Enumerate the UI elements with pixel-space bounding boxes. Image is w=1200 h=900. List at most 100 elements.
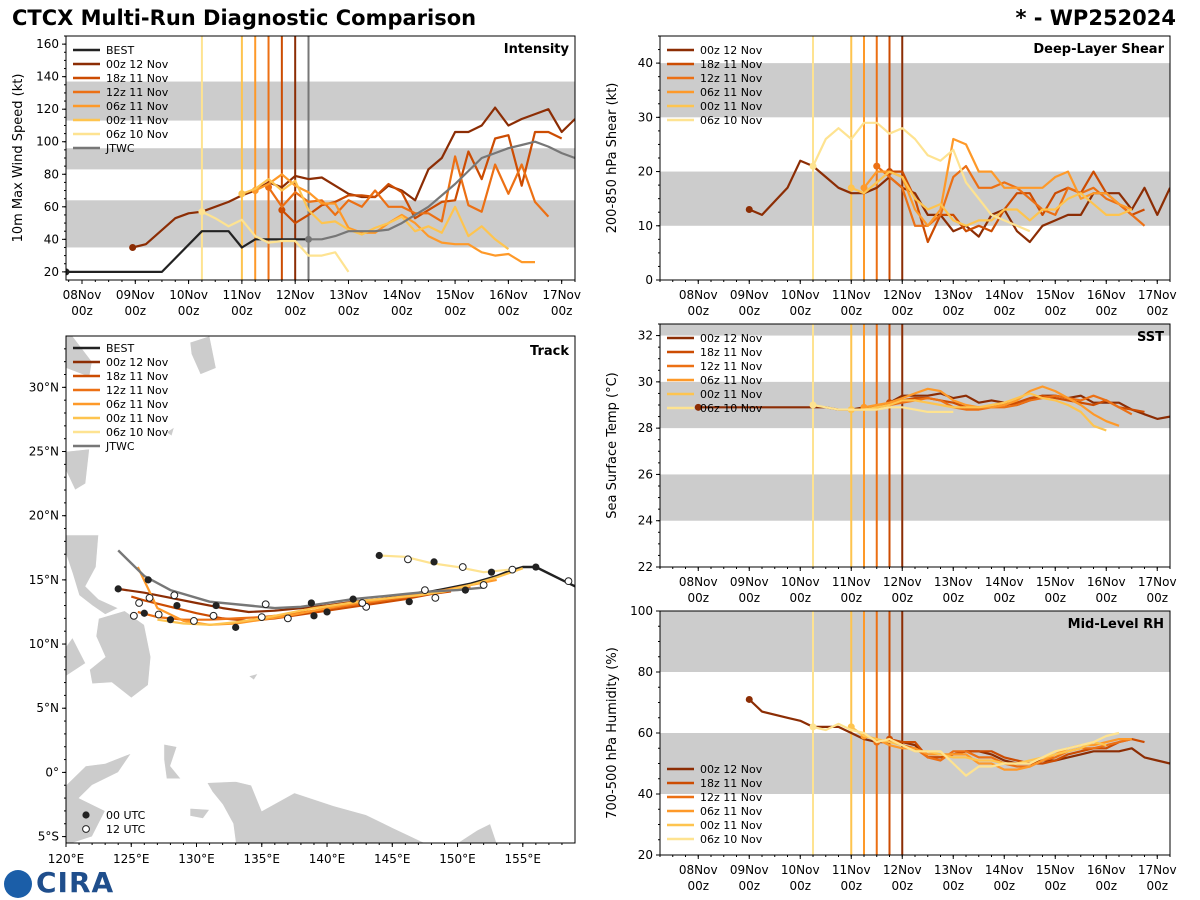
legend-label: 12z 11 Nov [106,384,169,397]
y-tick-label: 80 [44,167,59,181]
panel-shear: 0 10 20 30 40 08Nov 00z 09Nov 00z 10Nov 00z 11Nov 00… [605,35,1177,318]
legend-label: 06z 10 Nov [106,426,169,439]
track-point-00utc [430,558,438,566]
track-point-00utc [114,585,122,593]
legend-label: 18z 11 Nov [700,346,763,359]
plot-frame [65,335,576,844]
legend-label: 00z 12 Nov [700,763,763,776]
x-tick-label: 15Nov [1036,863,1075,877]
x-tick-label: 09Nov [730,575,769,589]
series-line [876,394,1133,416]
track-point-12utc [404,555,412,564]
x-tick-label: 12Nov [276,288,315,302]
track-point-00utc [310,612,318,620]
x-tick-label: 00z [1146,879,1168,893]
land-mass [66,637,86,677]
x-tick-label: 13Nov [934,863,973,877]
track-point-00utc [532,563,540,571]
series-line [308,140,575,241]
x-tick-label: 14Nov [985,863,1024,877]
series-line [863,137,1133,227]
y-tick-label: 20°N [29,509,59,523]
track-point-00utc [173,601,181,610]
x-tick-label: 120°E [48,852,85,866]
x-tick-label: 09Nov [730,863,769,877]
legend-label: 06z 10 Nov [700,833,763,846]
track-point-00utc [140,609,148,617]
panel-title: SST [1137,330,1164,345]
panel-rh: 20 40 60 80 100 08Nov 00z 09Nov 00z 10Nov 00z 11Nov… [605,604,1177,893]
x-tick-label: 00z [738,591,760,605]
y-tick-label: 20 [638,848,653,862]
series-line [201,210,350,273]
panel-title: Intensity [504,42,570,57]
x-tick-label: 00z [942,591,964,605]
x-tick-label: 09Nov [730,288,769,302]
legend-label: 06z 11 Nov [106,100,169,113]
x-tick-label: 13Nov [934,288,973,302]
legend-label: 06z 10 Nov [106,128,169,141]
x-tick-label: 11Nov [832,288,871,302]
shade-band [660,474,1170,521]
x-tick-label: 11Nov [223,288,262,302]
track-point-00utc [349,595,357,603]
y-tick-label: 30 [638,110,653,124]
land-mass [248,673,259,681]
plot-area-track [66,336,575,843]
x-tick-label: 00z [391,304,413,318]
x-tick-label: 00z [840,591,862,605]
legend-label: 00z 12 Nov [700,44,763,57]
x-tick-label: 00z [1146,591,1168,605]
x-tick-label: 14Nov [985,575,1024,589]
x-tick-label: 00z [1044,879,1066,893]
panel-title: Mid-Level RH [1068,617,1164,632]
x-tick-label: 00z [71,304,93,318]
legend-label: 06z 11 Nov [700,86,763,99]
legend-label: 18z 11 Nov [106,72,169,85]
series-start-point [278,206,286,214]
land-mass [66,336,93,378]
x-tick-label: 00z [284,304,306,318]
legend-label: 00z 11 Nov [106,114,169,127]
page-title: CTCX Multi-Run Diagnostic Comparison [12,6,477,30]
track-point-12utc [190,617,198,625]
x-tick-label: 00z [1044,591,1066,605]
series-line [66,230,309,273]
cira-logo-text: CIRA [36,866,115,899]
track-point-00utc [461,586,469,594]
x-tick-label: 09Nov [116,288,155,302]
track-point-12utc [508,565,517,574]
x-tick-label: 150°E [439,852,476,866]
series-start-point [694,403,702,411]
track-point-12utc [129,611,138,620]
y-axis-label: 10m Max Wind Speed (kt) [11,74,26,243]
legend-label: 06z 10 Nov [700,402,763,415]
legend-label: 00z 11 Nov [700,100,763,113]
track-point-00utc [166,616,175,624]
track-point-12utc [479,581,488,589]
y-tick-label: 10 [638,219,653,233]
x-tick-label: 00z [840,879,862,893]
legend-label: 06z 10 Nov [700,114,763,127]
x-tick-label: 00z [993,879,1015,893]
x-tick-label: 00z [789,304,811,318]
series-line [812,722,1120,777]
x-tick-label: 155°E [505,852,542,866]
land-mass [66,752,133,843]
legend-label: 00z 11 Nov [106,412,169,425]
x-tick-label: 145°E [374,852,411,866]
legend-label: 06z 11 Nov [106,398,169,411]
land-mass [66,534,119,615]
legend-label: 12z 11 Nov [700,360,763,373]
plot-area-intensity [66,36,575,280]
x-tick-label: 13Nov [329,288,368,302]
x-tick-label: 00z [840,304,862,318]
x-tick-label: 11Nov [832,575,871,589]
noaa-logo-icon [4,870,32,898]
y-tick-label: 100 [630,604,653,618]
y-tick-label: 20 [44,265,59,279]
x-tick-label: 00z [993,304,1015,318]
y-tick-label: 60 [638,726,653,740]
legend-label: 12z 11 Nov [106,86,169,99]
x-tick-label: 125°E [113,852,150,866]
